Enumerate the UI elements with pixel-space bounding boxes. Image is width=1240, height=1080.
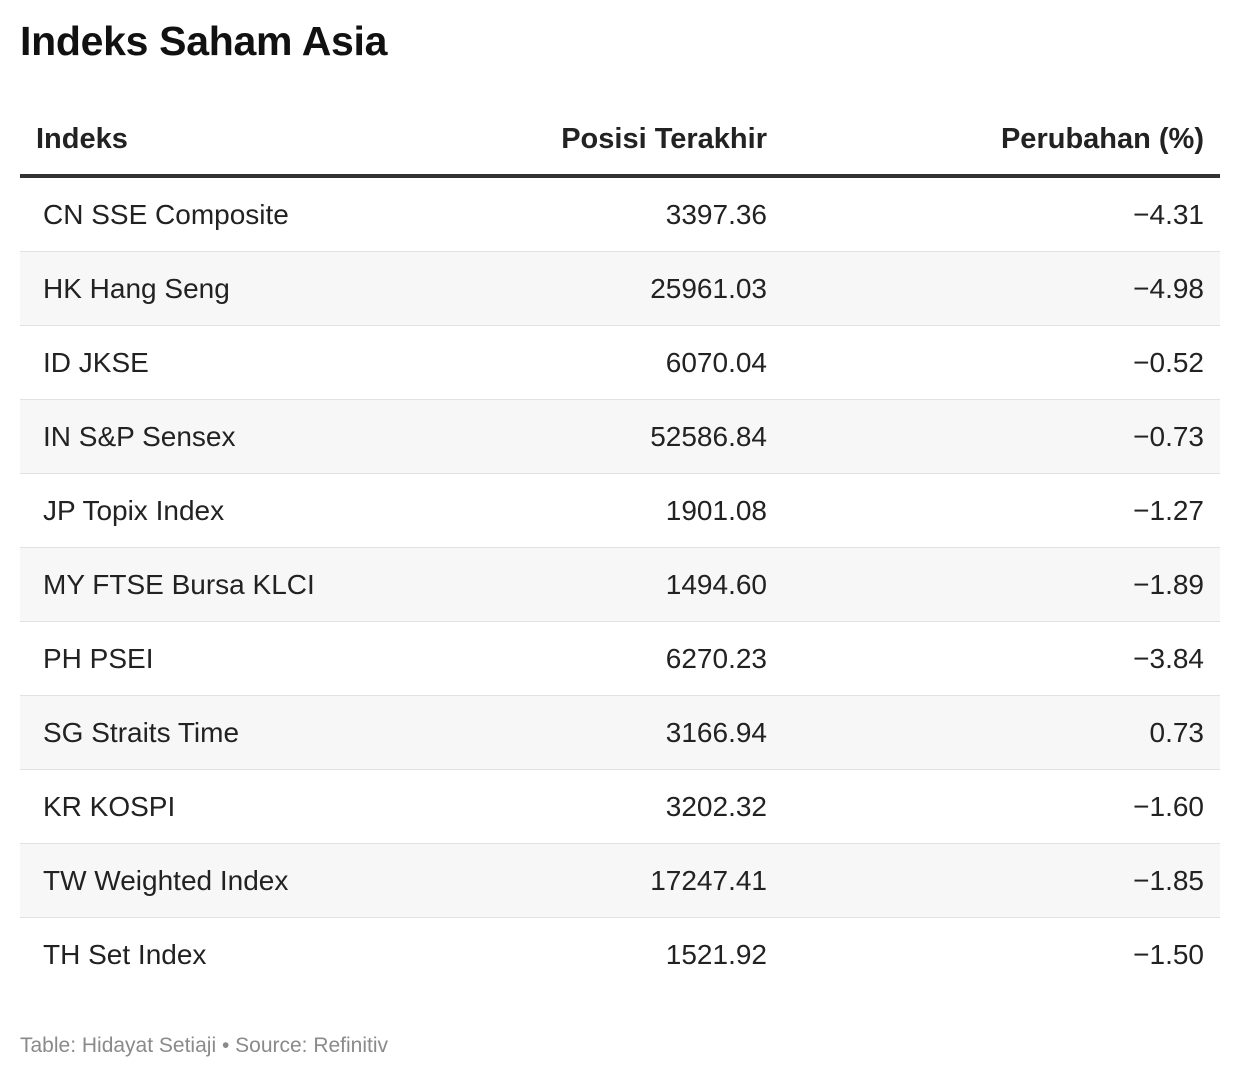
page-title: Indeks Saham Asia [20,18,388,64]
position-cell: 3397.36 [665,198,767,230]
index-name-cell: HK Hang Seng [43,272,230,304]
table-row: TH Set Index 1521.92 −1.50 [20,918,1220,992]
table-row: MY FTSE Bursa KLCI 1494.60 −1.89 [20,548,1220,622]
column-header-perubahan: Perubahan (%) [1000,123,1204,155]
index-name-cell: CN SSE Composite [43,198,289,230]
index-name-cell: JP Topix Index [43,494,225,526]
position-cell: 3166.94 [665,716,767,748]
source-credit: Table: Hidayat Setiaji • Source: Refinit… [20,1034,389,1057]
change-cell: −1.50 [1133,939,1204,970]
table-row: IN S&P Sensex 52586.84 −0.73 [20,400,1220,474]
index-name-cell: PH PSEI [43,642,154,674]
change-cell: −4.98 [1133,272,1204,304]
index-name-cell: ID JKSE [43,346,149,378]
change-cell: −1.85 [1133,864,1204,896]
index-table: Indeks Posisi Terakhir Perubahan (%) CN … [20,105,1220,992]
change-cell: −0.73 [1133,420,1204,452]
position-cell: 1521.92 [665,939,767,970]
index-name-cell: KR KOSPI [43,790,176,822]
table-row: ID JKSE 6070.04 −0.52 [20,326,1220,400]
change-cell: −1.60 [1133,790,1204,822]
change-cell: −0.52 [1133,346,1204,378]
position-cell: 6070.04 [665,346,767,378]
position-cell: 1901.08 [665,494,767,526]
position-cell: 17247.41 [650,864,767,896]
change-cell: −3.84 [1133,642,1204,674]
table-row: JP Topix Index 1901.08 −1.27 [20,474,1220,548]
index-name-cell: IN S&P Sensex [43,420,236,452]
position-cell: 1494.60 [665,568,767,600]
index-name-cell: SG Straits Time [43,716,240,748]
position-cell: 25961.03 [650,272,767,304]
table-row: TW Weighted Index 17247.41 −1.85 [20,844,1220,918]
column-header-posisi: Posisi Terakhir [561,123,767,155]
table-row: SG Straits Time 3166.94 0.73 [20,696,1220,770]
change-cell: −1.27 [1133,494,1204,526]
position-cell: 6270.23 [665,642,767,674]
table-row: PH PSEI 6270.23 −3.84 [20,622,1220,696]
index-name-cell: TH Set Index [43,939,207,970]
position-cell: 3202.32 [665,790,767,822]
table-row: CN SSE Composite 3397.36 −4.31 [20,178,1220,252]
column-header-indeks: Indeks [36,123,128,155]
change-cell: 0.73 [1149,716,1205,748]
position-cell: 52586.84 [650,420,767,452]
table-row: KR KOSPI 3202.32 −1.60 [20,770,1220,844]
table-row: HK Hang Seng 25961.03 −4.98 [20,252,1220,326]
change-cell: −4.31 [1133,198,1204,230]
index-name-cell: MY FTSE Bursa KLCI [43,568,315,600]
table-header: Indeks Posisi Terakhir Perubahan (%) [20,105,1220,178]
index-name-cell: TW Weighted Index [43,864,289,896]
change-cell: −1.89 [1133,568,1204,600]
